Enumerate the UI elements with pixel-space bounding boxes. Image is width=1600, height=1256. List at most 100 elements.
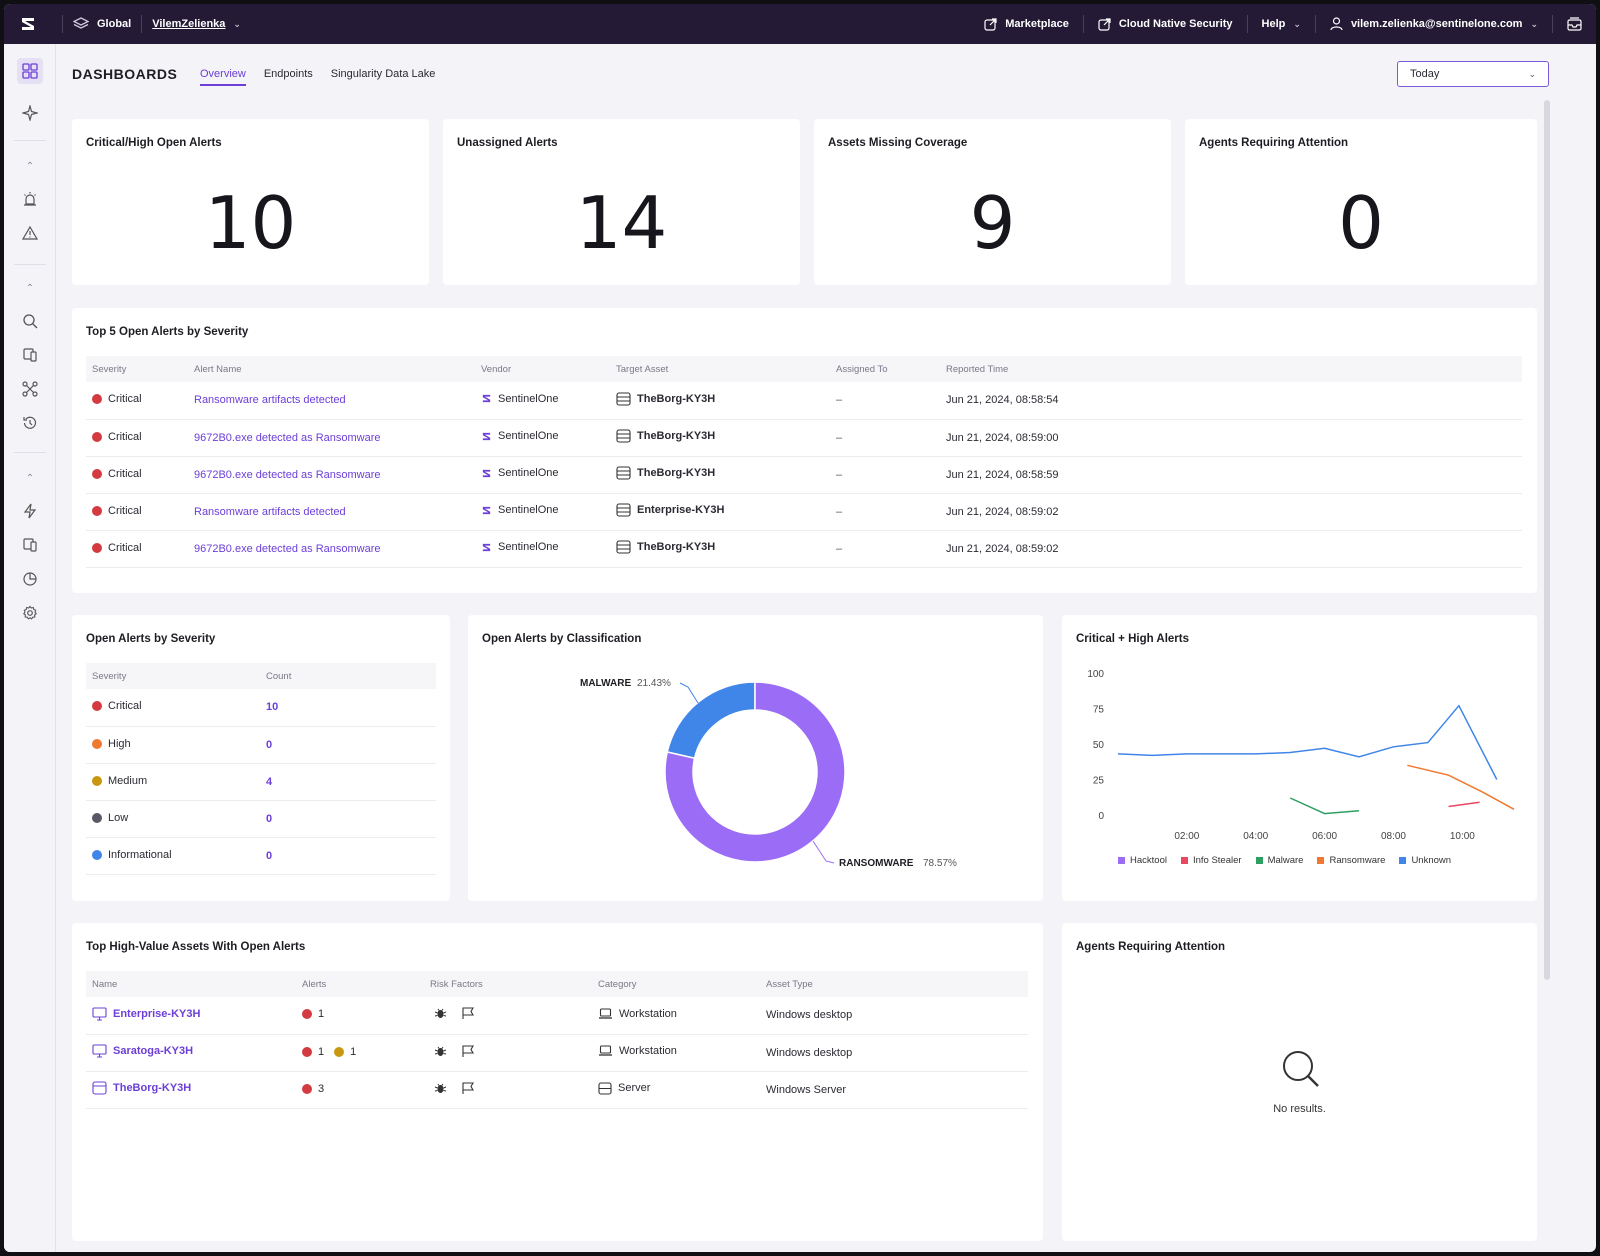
critical-alert-count: 3 — [318, 1082, 325, 1095]
table-row[interactable]: Informational 0 — [86, 837, 436, 875]
critical-severity-icon — [92, 394, 102, 405]
tab-singularity-data-lake[interactable]: Singularity Data Lake — [330, 68, 436, 80]
alert-name-link[interactable]: Ransomware artifacts detected — [194, 505, 346, 518]
malware-series-line[interactable] — [1289, 797, 1360, 815]
table-row[interactable]: Low 0 — [86, 800, 436, 838]
tray-button[interactable] — [1553, 17, 1596, 31]
sidebar-item-settings[interactable] — [17, 600, 43, 626]
sidebar-item-graph[interactable] — [17, 376, 43, 402]
sidebar-item-history[interactable] — [17, 410, 43, 436]
column-header[interactable]: Target Asset — [610, 356, 830, 382]
table-row[interactable]: Enterprise-KY3H 1 Workstation Windows deskt… — [86, 997, 1028, 1035]
target-asset[interactable]: TheBorg-KY3H — [616, 392, 715, 406]
asset-name-link[interactable]: Enterprise-KY3H — [92, 1007, 200, 1021]
kpi-card-critical-high[interactable]: Critical/High Open Alerts 10 — [72, 119, 429, 285]
legend-item[interactable]: Malware — [1255, 855, 1303, 866]
collapse-chevron-icon[interactable]: ⌃ — [25, 160, 35, 172]
unknown-series-line[interactable] — [1117, 704, 1498, 780]
malware-slice[interactable] — [666, 681, 756, 760]
column-header[interactable]: Assigned To — [830, 356, 940, 382]
collapse-chevron-icon[interactable]: ⌃ — [25, 472, 35, 484]
severity-label: Critical — [108, 700, 142, 713]
kpi-card-unassigned[interactable]: Unassigned Alerts 14 — [443, 119, 800, 285]
table-row[interactable]: Critical 10 — [86, 689, 436, 727]
table-row[interactable]: TheBorg-KY3H 3 Server Windows Server — [86, 1071, 1028, 1109]
target-asset[interactable]: TheBorg-KY3H — [616, 540, 715, 554]
legend-item[interactable]: Ransomware — [1317, 855, 1385, 866]
marketplace-link[interactable]: Marketplace — [970, 17, 1083, 31]
column-header[interactable]: Risk Factors — [424, 971, 592, 997]
ransomware-slice[interactable] — [664, 681, 846, 863]
collapse-chevron-icon[interactable]: ⌃ — [25, 282, 35, 294]
alert-name-link[interactable]: 9672B0.exe detected as Ransomware — [194, 431, 381, 444]
legend-item[interactable]: Hacktool — [1118, 855, 1167, 866]
tab-endpoints[interactable]: Endpoints — [263, 68, 313, 80]
table-row[interactable]: Critical Ransomware artifacts detected Sen… — [86, 493, 1522, 531]
column-header[interactable]: Vendor — [475, 356, 610, 382]
critical-alert-count: 1 — [318, 1008, 325, 1021]
column-header[interactable]: Reported Time — [940, 356, 1522, 382]
table-row[interactable]: Medium 4 — [86, 763, 436, 801]
scope-selector[interactable]: Global — [73, 17, 131, 31]
alert-name-link[interactable]: 9672B0.exe detected as Ransomware — [194, 542, 381, 555]
alert-name-link[interactable]: Ransomware artifacts detected — [194, 394, 346, 407]
asset-name: TheBorg-KY3H — [113, 1082, 192, 1094]
cloud-native-security-link[interactable]: Cloud Native Security — [1084, 17, 1247, 31]
asset-name-link[interactable]: TheBorg-KY3H — [92, 1081, 191, 1095]
column-header[interactable]: Category — [592, 971, 760, 997]
ransomware-series-line[interactable] — [1407, 764, 1515, 810]
table-row[interactable]: High 0 — [86, 726, 436, 764]
account-selector[interactable]: VilemZelienka ⌄ — [152, 18, 241, 30]
table-row[interactable]: Critical Ransomware artifacts detected Sen… — [86, 382, 1522, 420]
column-header[interactable]: Asset Type — [760, 971, 1028, 997]
sidebar-item-alarms[interactable] — [17, 186, 43, 212]
table-row[interactable]: Critical 9672B0.exe detected as Ransomwar… — [86, 456, 1522, 494]
table-row[interactable]: Saratoga-KY3H 1 1 Workstation Windows deskto… — [86, 1034, 1028, 1072]
asset-name: Enterprise-KY3H — [113, 1007, 201, 1020]
alert-name-link[interactable]: 9672B0.exe detected as Ransomware — [194, 468, 381, 481]
target-asset[interactable]: TheBorg-KY3H — [616, 429, 715, 443]
column-header[interactable]: Severity — [86, 663, 260, 689]
table-row[interactable]: Critical 9672B0.exe detected as Ransomwar… — [86, 419, 1522, 457]
tab-overview[interactable]: Overview — [200, 68, 246, 86]
severity-count-link[interactable]: 0 — [266, 849, 273, 862]
asset-name-link[interactable]: Saratoga-KY3H — [92, 1044, 193, 1058]
sidebar-item-endpoints[interactable] — [17, 532, 43, 558]
target-asset[interactable]: Enterprise-KY3H — [616, 503, 724, 517]
desktop-icon — [92, 1007, 107, 1021]
column-header[interactable]: Alert Name — [188, 356, 475, 382]
sidebar-item-dashboards[interactable] — [17, 58, 43, 84]
help-menu[interactable]: Help ⌄ — [1248, 18, 1315, 30]
kpi-card-agents-attention[interactable]: Agents Requiring Attention 0 — [1185, 119, 1537, 285]
target-asset[interactable]: TheBorg-KY3H — [616, 466, 715, 480]
sidebar-item-ai[interactable] — [17, 100, 43, 126]
sidebar-item-alerts[interactable] — [17, 220, 43, 246]
sidebar-item-devices[interactable] — [17, 342, 43, 368]
time-range-select[interactable]: Today ⌄ — [1397, 61, 1549, 87]
page-scrollbar[interactable] — [1544, 100, 1550, 980]
table-row[interactable]: Critical 9672B0.exe detected as Ransomwar… — [86, 530, 1522, 568]
vendor-label: SentinelOne — [498, 430, 559, 442]
legend-item[interactable]: Info Stealer — [1180, 855, 1242, 866]
user-menu[interactable]: vilem.zelienka@sentinelone.com ⌄ — [1316, 17, 1552, 31]
severity-count-link[interactable]: 0 — [266, 812, 273, 825]
info-stealer-series-line[interactable] — [1448, 801, 1480, 808]
y-tick-label: 100 — [1087, 669, 1104, 680]
sentinelone-logo-icon[interactable] — [4, 4, 52, 44]
sidebar-item-search[interactable] — [17, 308, 43, 334]
legend-item[interactable]: Unknown — [1399, 855, 1451, 866]
severity-count-link[interactable]: 4 — [266, 775, 273, 788]
assigned-to: – — [836, 468, 843, 481]
sidebar-item-automation[interactable] — [17, 498, 43, 524]
medium-severity-icon — [334, 1046, 345, 1057]
kpi-card-missing-coverage[interactable]: Assets Missing Coverage 9 — [814, 119, 1171, 285]
column-header[interactable]: Name — [86, 971, 296, 997]
column-header[interactable]: Severity — [86, 356, 188, 382]
column-header[interactable]: Alerts — [296, 971, 424, 997]
column-header[interactable]: Count — [260, 663, 436, 689]
card-title: Open Alerts by Classification — [482, 633, 642, 645]
severity-count-link[interactable]: 0 — [266, 738, 273, 751]
severity-count-link[interactable]: 10 — [266, 701, 279, 714]
sidebar-item-reports[interactable] — [17, 566, 43, 592]
target-asset-label: TheBorg-KY3H — [637, 467, 716, 479]
